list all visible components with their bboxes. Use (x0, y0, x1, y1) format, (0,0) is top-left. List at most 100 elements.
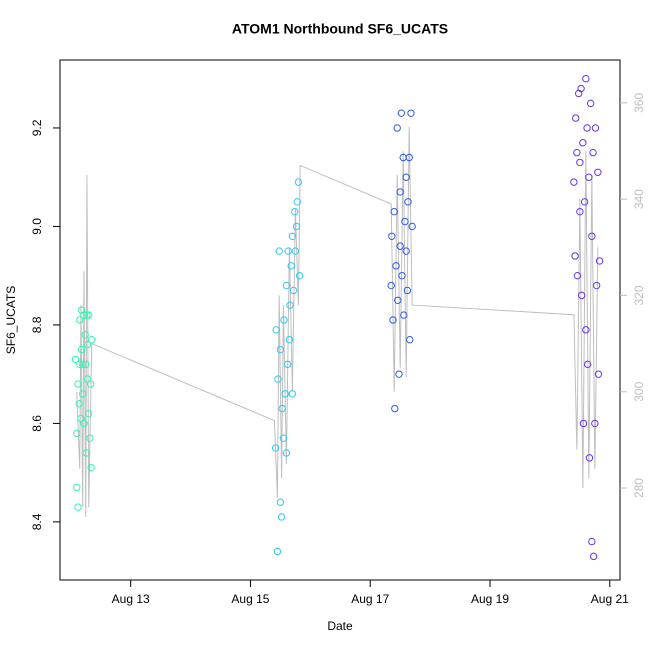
point (401, 217, 409, 226)
point (80, 311, 88, 319)
point (585, 173, 593, 181)
point (295, 271, 304, 280)
point (592, 281, 601, 290)
point (288, 232, 297, 240)
point (583, 124, 591, 132)
point (273, 547, 282, 556)
point (576, 158, 584, 167)
point (294, 178, 303, 186)
point (576, 207, 584, 216)
point (73, 483, 81, 492)
point (573, 148, 581, 157)
point (588, 537, 596, 546)
point (397, 109, 406, 117)
point (595, 257, 604, 265)
y-tick-label: 8.8 (30, 316, 44, 333)
point (286, 301, 294, 309)
point (570, 178, 578, 186)
point (403, 286, 412, 295)
point (394, 296, 402, 305)
point (588, 232, 596, 240)
point (284, 247, 292, 255)
y2-tick-label: 280 (632, 478, 646, 498)
point (292, 222, 301, 231)
point (291, 207, 299, 216)
point (80, 419, 88, 428)
point (398, 271, 406, 280)
x-tick-label: Aug 17 (351, 592, 389, 606)
point (573, 271, 582, 280)
point (79, 390, 87, 398)
point (594, 168, 602, 176)
point (86, 380, 95, 388)
point (79, 360, 87, 369)
point (387, 281, 395, 290)
point (577, 84, 585, 93)
point (388, 232, 396, 240)
point (586, 99, 595, 108)
point (77, 345, 86, 354)
x-tick-label: Aug 21 (591, 592, 629, 606)
line (76, 126, 599, 517)
point (287, 262, 295, 270)
point (396, 188, 404, 196)
point (594, 370, 603, 378)
point (571, 114, 580, 122)
point (400, 311, 408, 319)
point (71, 355, 80, 364)
point (583, 360, 592, 369)
point (391, 404, 399, 413)
point (393, 124, 401, 132)
plot-frame (59, 59, 621, 581)
point (276, 345, 285, 354)
point (283, 360, 292, 369)
point (277, 513, 286, 521)
point (74, 380, 82, 388)
point (73, 429, 81, 437)
x-tick-label: Aug 19 (471, 592, 509, 606)
x-tick-label: Aug 15 (231, 592, 269, 606)
y2-tick-label: 360 (632, 93, 646, 113)
point (289, 286, 298, 295)
point (81, 331, 89, 339)
point (406, 335, 414, 344)
x-tick-label: Aug 13 (112, 592, 150, 606)
point (281, 390, 289, 398)
point (405, 153, 413, 162)
point (580, 198, 589, 206)
point (278, 404, 286, 413)
y2-tick-label: 300 (632, 381, 646, 401)
point (402, 173, 410, 181)
point (88, 335, 96, 344)
point (82, 449, 91, 457)
point (396, 242, 404, 250)
y-tick-label: 9.0 (30, 218, 44, 235)
point (579, 419, 588, 428)
point (288, 390, 297, 398)
point (82, 360, 90, 369)
point (272, 326, 280, 334)
point (577, 291, 586, 300)
point (291, 247, 300, 255)
point (390, 207, 398, 216)
y-tick-label: 8.6 (30, 415, 44, 432)
point (392, 262, 400, 270)
y-tick-label: 9.2 (30, 119, 44, 136)
point (282, 449, 291, 457)
x-axis-label: Date (327, 619, 353, 633)
point (285, 335, 294, 344)
y-tick-label: 8.4 (30, 513, 44, 530)
point (571, 252, 579, 260)
point (74, 503, 82, 511)
point (282, 281, 291, 290)
point (280, 316, 288, 324)
point (274, 375, 282, 383)
point (85, 409, 93, 418)
chart-title: ATOM1 Northbound SF6_UCATS (232, 21, 448, 37)
point (589, 148, 597, 157)
point (591, 419, 599, 428)
point (402, 247, 410, 255)
point (271, 444, 280, 452)
point (407, 109, 415, 117)
